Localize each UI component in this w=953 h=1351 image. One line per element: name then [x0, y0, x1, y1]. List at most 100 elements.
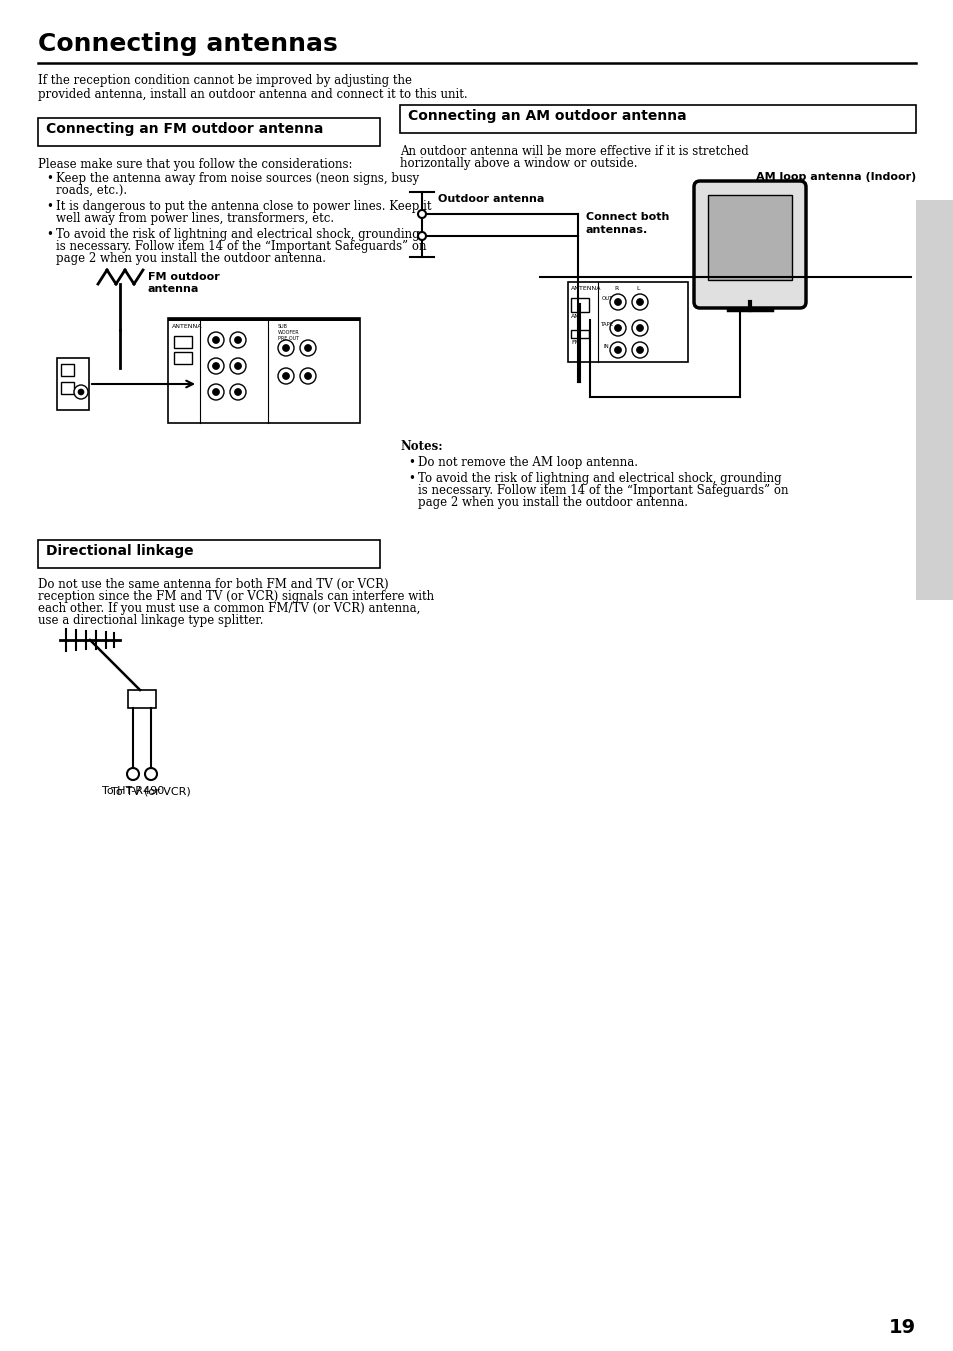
Text: •: • — [46, 228, 52, 240]
Circle shape — [609, 342, 625, 358]
Text: provided antenna, install an outdoor antenna and connect it to this unit.: provided antenna, install an outdoor ant… — [38, 88, 467, 101]
Circle shape — [282, 345, 289, 351]
Text: antenna: antenna — [148, 284, 199, 295]
Circle shape — [145, 767, 157, 780]
Bar — [128, 690, 156, 708]
Text: •: • — [46, 200, 52, 213]
Text: To avoid the risk of lightning and electrical shock, grounding: To avoid the risk of lightning and elect… — [417, 471, 781, 485]
Circle shape — [282, 373, 289, 380]
Circle shape — [304, 345, 312, 351]
Circle shape — [213, 389, 219, 396]
Bar — [173, 353, 192, 363]
Text: It is dangerous to put the antenna close to power lines. Keep it: It is dangerous to put the antenna close… — [56, 200, 431, 213]
Text: OUT: OUT — [601, 296, 613, 301]
Circle shape — [614, 346, 620, 354]
Text: SUB
WOOFER
PRE OUT: SUB WOOFER PRE OUT — [277, 324, 299, 340]
Circle shape — [230, 358, 246, 374]
Text: ANTENNA: ANTENNA — [172, 324, 202, 330]
Text: ANTENNA: ANTENNA — [571, 286, 601, 290]
Bar — [173, 336, 192, 349]
Circle shape — [631, 342, 647, 358]
Text: reception since the FM and TV (or VCR) signals can interfere with: reception since the FM and TV (or VCR) s… — [38, 590, 434, 603]
Text: Keep the antenna away from noise sources (neon signs, busy: Keep the antenna away from noise sources… — [56, 172, 418, 185]
Circle shape — [304, 373, 312, 380]
Bar — [707, 195, 791, 280]
Circle shape — [230, 384, 246, 400]
Text: antennas.: antennas. — [585, 226, 648, 235]
Text: •: • — [408, 471, 415, 485]
Circle shape — [631, 320, 647, 336]
Circle shape — [230, 332, 246, 349]
Text: Please make sure that you follow the considerations:: Please make sure that you follow the con… — [38, 158, 352, 172]
Text: horizontally above a window or outside.: horizontally above a window or outside. — [399, 157, 637, 170]
Text: Connecting an FM outdoor antenna: Connecting an FM outdoor antenna — [46, 122, 323, 136]
Text: page 2 when you install the outdoor antenna.: page 2 when you install the outdoor ante… — [417, 496, 687, 509]
Text: R: R — [614, 286, 618, 290]
Bar — [38, 540, 379, 567]
Bar — [915, 200, 953, 600]
Circle shape — [213, 362, 219, 370]
Text: •: • — [408, 457, 415, 469]
Circle shape — [614, 324, 620, 331]
FancyBboxPatch shape — [693, 181, 805, 308]
Bar — [38, 118, 379, 146]
Text: Connecting an AM outdoor antenna: Connecting an AM outdoor antenna — [408, 109, 686, 123]
Text: Connect both: Connect both — [585, 212, 669, 222]
Circle shape — [614, 299, 620, 305]
Text: use a directional linkage type splitter.: use a directional linkage type splitter. — [38, 613, 263, 627]
Text: To avoid the risk of lightning and electrical shock, grounding: To avoid the risk of lightning and elect… — [56, 228, 419, 240]
Circle shape — [636, 324, 643, 331]
Circle shape — [277, 340, 294, 357]
Circle shape — [234, 389, 241, 396]
Text: Directional linkage: Directional linkage — [46, 544, 193, 558]
Circle shape — [417, 209, 426, 218]
Text: each other. If you must use a common FM/TV (or VCR) antenna,: each other. If you must use a common FM/… — [38, 603, 420, 615]
Text: An outdoor antenna will be more effective if it is stretched: An outdoor antenna will be more effectiv… — [399, 145, 748, 158]
Circle shape — [636, 299, 643, 305]
Text: is necessary. Follow item 14 of the “Important Safeguards” on: is necessary. Follow item 14 of the “Imp… — [56, 240, 426, 253]
Circle shape — [78, 389, 84, 394]
Text: AM loop antenna (Indoor): AM loop antenna (Indoor) — [755, 172, 915, 182]
Circle shape — [299, 367, 315, 384]
Text: page 2 when you install the outdoor antenna.: page 2 when you install the outdoor ante… — [56, 253, 326, 265]
Circle shape — [208, 384, 224, 400]
Circle shape — [609, 320, 625, 336]
Circle shape — [234, 362, 241, 370]
Circle shape — [631, 295, 647, 309]
Bar — [571, 299, 588, 312]
Text: Do not remove the AM loop antenna.: Do not remove the AM loop antenna. — [417, 457, 638, 469]
Circle shape — [74, 385, 88, 399]
Text: FM outdoor: FM outdoor — [148, 272, 219, 282]
Text: FM: FM — [571, 340, 579, 345]
Text: 19: 19 — [888, 1319, 915, 1337]
Circle shape — [208, 332, 224, 349]
Bar — [168, 317, 359, 322]
Text: •: • — [46, 172, 52, 185]
Bar — [168, 317, 359, 423]
Circle shape — [417, 232, 426, 240]
Circle shape — [127, 767, 139, 780]
Text: TAPE: TAPE — [599, 322, 613, 327]
Text: roads, etc.).: roads, etc.). — [56, 184, 127, 197]
Text: AM: AM — [571, 313, 580, 319]
Text: well away from power lines, transformers, etc.: well away from power lines, transformers… — [56, 212, 334, 226]
Circle shape — [609, 295, 625, 309]
Text: If the reception condition cannot be improved by adjusting the: If the reception condition cannot be imp… — [38, 74, 412, 86]
Circle shape — [234, 336, 241, 343]
Bar — [61, 382, 74, 394]
Text: To TV (or VCR): To TV (or VCR) — [111, 786, 191, 796]
Bar — [399, 105, 915, 132]
Text: Do not use the same antenna for both FM and TV (or VCR): Do not use the same antenna for both FM … — [38, 578, 388, 590]
Bar — [571, 330, 588, 338]
Text: L: L — [636, 286, 639, 290]
Circle shape — [299, 340, 315, 357]
Text: is necessary. Follow item 14 of the “Important Safeguards” on: is necessary. Follow item 14 of the “Imp… — [417, 484, 788, 497]
Text: IN: IN — [603, 345, 609, 349]
Text: Connecting antennas: Connecting antennas — [38, 32, 337, 55]
Text: Notes:: Notes: — [399, 440, 442, 453]
Text: To HT-R490: To HT-R490 — [102, 786, 164, 796]
Bar — [61, 363, 74, 376]
Bar — [57, 358, 89, 409]
Text: Outdoor antenna: Outdoor antenna — [437, 195, 544, 204]
Bar — [567, 282, 687, 362]
